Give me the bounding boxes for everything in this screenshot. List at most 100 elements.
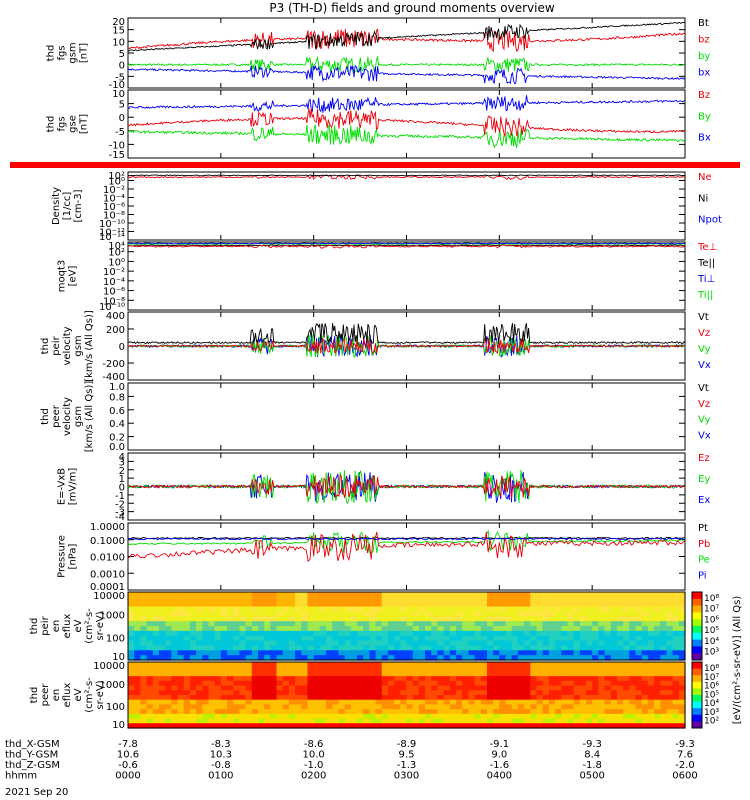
spectrogram-cell <box>128 676 135 682</box>
spectrogram-cell <box>183 676 191 682</box>
spectrogram-cell <box>412 635 420 642</box>
spectrogram-cell <box>152 690 160 696</box>
spectrogram-cell <box>561 676 569 682</box>
spectrogram-cell <box>511 718 519 724</box>
spectrogram-cell <box>449 671 457 677</box>
y-tick-label: -10 <box>109 80 125 91</box>
y-tick-label: 10⁻¹⁰ <box>99 219 125 230</box>
spectrogram-cell <box>406 685 414 691</box>
row-value: 0000 <box>115 771 140 782</box>
spectrogram-cell <box>635 601 643 608</box>
spectrogram-cell <box>524 699 531 706</box>
spectrogram-cell <box>152 713 160 720</box>
spectrogram-cell <box>406 640 414 647</box>
colorbar-tick: 10⁶ <box>704 682 719 692</box>
position-table: thd_X-GSM -7.8 -8.3 -8.6 -8.9 -9.1 -9.3 -9.3thd… <box>5 739 698 782</box>
legend-npot: Npot <box>698 215 722 226</box>
spectrogram-cell <box>202 606 210 613</box>
legend-vy: Vy <box>698 344 711 355</box>
spectrogram-cell <box>672 626 680 632</box>
spectrogram-cell <box>344 645 352 651</box>
spectrogram-cell <box>493 650 500 656</box>
spectrogram-cell <box>307 709 315 715</box>
spectrogram-cell <box>270 606 278 613</box>
spectrogram-cell <box>666 621 674 627</box>
spectrogram-cell <box>474 616 482 622</box>
spectrogram-cell <box>394 645 401 651</box>
spectrogram-cell <box>456 645 463 651</box>
spectrogram-cell <box>227 630 234 637</box>
spectrogram-cell <box>220 723 228 729</box>
spectrogram-cell <box>412 666 420 673</box>
spectrogram-cell <box>165 676 172 682</box>
spectrogram-cell <box>152 662 160 668</box>
y-axis-label: thd <box>29 687 40 704</box>
spectrogram-cell <box>338 676 346 682</box>
spectrogram-cell <box>474 680 482 687</box>
spectrogram-cell <box>313 626 321 632</box>
spectrogram-cell <box>412 662 420 668</box>
spectrogram-cell <box>332 680 340 687</box>
spectrogram-cell <box>369 662 377 668</box>
spectrogram-cell <box>257 592 265 598</box>
spectrogram-cell <box>202 611 210 617</box>
spectrogram-cell <box>672 592 680 598</box>
spectrogram-cell <box>542 676 550 682</box>
spectrogram-cell <box>282 635 290 642</box>
spectrogram-cell <box>282 662 290 668</box>
spectrogram-cell <box>387 662 395 668</box>
spectrogram-cell <box>573 606 581 613</box>
spectrogram-cell <box>548 621 556 627</box>
spectrogram-cell <box>499 666 507 673</box>
spectrogram-cell <box>214 685 222 691</box>
spectrogram-cell <box>214 723 222 729</box>
spectrogram-cell <box>387 680 395 687</box>
spectrogram-cell <box>227 621 234 627</box>
spectrogram-cell <box>530 718 538 724</box>
spectrogram-cell <box>350 709 358 715</box>
spectrogram-cell <box>530 592 538 598</box>
mode-bar <box>10 162 740 168</box>
spectrogram-cell <box>332 611 340 617</box>
spectrogram-cell <box>177 723 185 729</box>
spectrogram-cell <box>313 671 321 677</box>
spectrogram-cell <box>369 640 377 647</box>
spectrogram-cell <box>165 635 172 642</box>
spectrogram-cell <box>288 626 296 632</box>
spectrogram-cell <box>251 709 259 715</box>
spectrogram-cell <box>158 635 166 642</box>
colorbar-tick: 10⁷ <box>704 605 719 615</box>
spectrogram-cell <box>536 650 544 656</box>
spectrogram-cell <box>548 635 556 642</box>
spectrogram-cell <box>437 630 445 637</box>
spectrogram-cell <box>128 713 135 720</box>
spectrogram-cell <box>579 606 587 613</box>
spectrogram-cell <box>493 592 500 598</box>
spectrogram-cell <box>233 596 240 603</box>
y-axis-label: [cm-3] <box>73 189 84 222</box>
spectrogram-cell <box>629 601 637 608</box>
spectrogram-cell <box>480 635 488 642</box>
spectrogram-cell <box>555 621 562 627</box>
spectrogram-cell <box>264 635 271 642</box>
spectrogram-cell <box>326 606 333 613</box>
spectrogram-cell <box>270 655 278 661</box>
spectrogram-cell <box>660 704 668 710</box>
spectrogram-cell <box>165 640 172 647</box>
spectrogram-cell <box>635 635 643 642</box>
spectrogram-cell <box>177 626 185 632</box>
spectrogram-cell <box>326 699 333 706</box>
spectrogram-cell <box>313 662 321 668</box>
spectrogram-cell <box>604 606 612 613</box>
spectrogram-cell <box>635 713 643 720</box>
spectrogram-cell <box>165 650 172 656</box>
spectrogram-cell <box>394 601 401 608</box>
spectrogram-cell <box>579 621 587 627</box>
row-label: thd_Y-GSM <box>5 750 58 761</box>
spectrogram-cell <box>536 655 544 661</box>
spectrogram-cell <box>196 695 203 701</box>
spectrogram-cell <box>635 685 643 691</box>
spectrogram-cell <box>257 650 265 656</box>
